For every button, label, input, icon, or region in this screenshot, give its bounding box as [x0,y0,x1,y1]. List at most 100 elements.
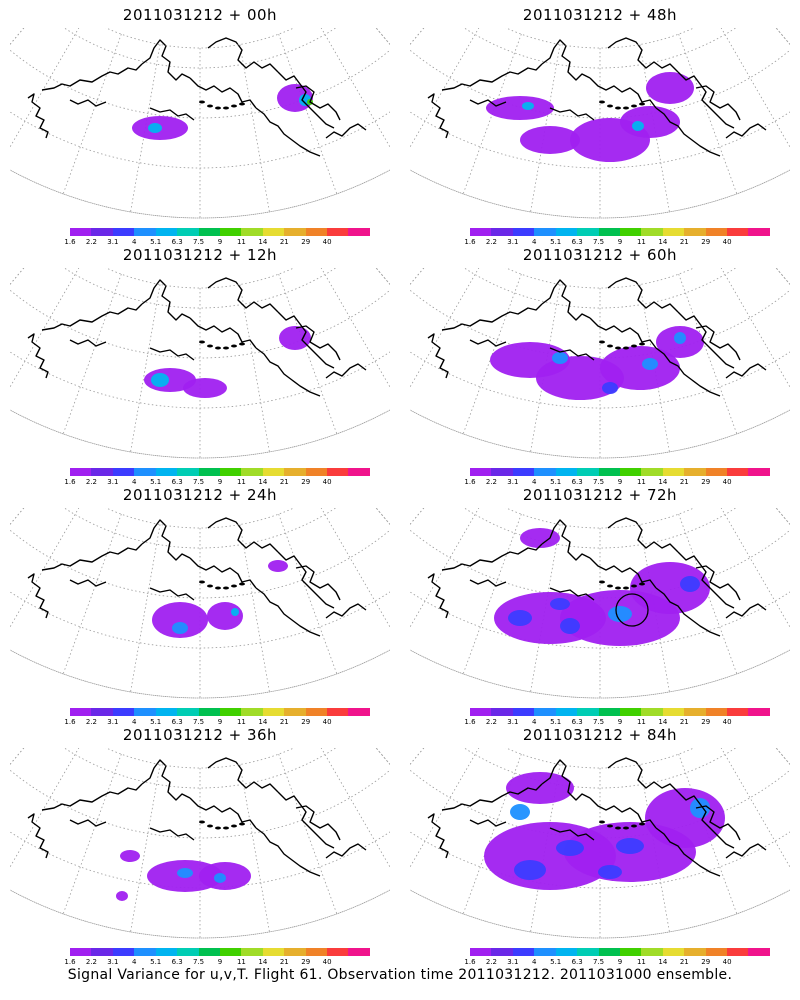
coastline [607,517,679,553]
colorbar [70,948,370,956]
colorbar-swatch [577,948,599,956]
coastline [541,519,591,561]
colorbar-tick-label: 4 [532,958,537,966]
variance-field [116,850,251,901]
coastline [69,339,107,347]
island [639,822,645,826]
island [631,344,637,348]
colorbar-tick-label: 21 [679,238,689,246]
colorbar-swatch [470,468,492,476]
colorbar-swatch [91,228,113,236]
variance-region [183,378,227,398]
variance-field [484,772,725,890]
variance-region [506,772,574,804]
coastline [655,347,721,397]
colorbar-tick-label: 4 [132,238,137,246]
latitude-line [410,649,790,699]
colorbar-tick-label: 1.6 [464,958,476,966]
colorbar-swatch [684,228,706,236]
meridian-line [278,273,338,435]
colorbar-swatch [512,708,535,716]
coastline [607,757,679,793]
island [607,344,613,348]
coastlines [427,37,767,157]
colorbar-tick-label: 3.1 [507,718,519,726]
variance-region [520,126,580,154]
colorbar-tick-label: 21 [279,718,289,726]
meridian-line [10,748,25,766]
colorbar-tick-label: 40 [722,958,732,966]
colorbar-swatch [684,708,706,716]
island [215,826,221,830]
island [215,346,221,350]
colorbar-tick-label: 29 [301,478,311,486]
island [607,104,613,108]
coastline [277,551,335,609]
coastline [427,813,449,859]
colorbar-tick-label: 7.5 [192,718,205,726]
island [599,820,605,824]
island [231,104,237,108]
colorbar-swatch [470,948,492,956]
island [623,586,629,590]
graticule [10,28,390,219]
meridian-line [10,268,80,388]
meridian-line [410,28,425,46]
colorbar-tick-label: 9 [617,478,623,486]
panel-title: 2011031212 + 60h [522,246,678,264]
coastline [695,805,741,841]
variance-map [10,28,390,219]
forecast-panel-48h: 2011031212 + 48h 1.6 2.2 3.1 4 5.1 6.3 7.5 9 11 1… [410,6,790,246]
colorbar-tick-label: 5.1 [150,718,162,726]
variance-region [616,838,644,854]
colorbar-tick-label: 3.1 [107,958,119,966]
meridian-line [678,33,738,195]
colorbar-swatch [305,228,328,236]
coastline [695,565,741,601]
colorbar-swatch [262,948,285,956]
colorbar-labels: 1.6 2.2 3.1 4 5.1 6.3 7.5 9 11 14 21 29 40 [64,958,376,968]
colorbar-swatch [262,708,285,716]
forecast-panel-60h: 2011031212 + 60h 1.6 2.2 3.1 4 5.1 6.3 7.5 9 11 1… [410,246,790,486]
meridian-line [375,508,390,526]
colorbar-tick-label: 5.1 [550,478,562,486]
colorbar-swatch [555,708,578,716]
colorbar-swatch [512,228,535,236]
forecast-panel-24h: 2011031212 + 24h 1.6 2.2 3.1 4 5.1 6.3 7.5 9 11 1… [10,486,390,726]
colorbar-tick-label: 4 [532,238,537,246]
colorbar-tick-label: 3.1 [507,958,519,966]
colorbar-tick-label: 1.6 [464,718,476,726]
colorbar-labels: 1.6 2.2 3.1 4 5.1 6.3 7.5 9 11 14 21 29 40 [464,478,776,488]
colorbar-swatch [70,468,92,476]
colorbar-swatch [134,228,156,236]
variance-map [410,28,790,219]
colorbar-swatch [662,708,685,716]
coastline [695,325,741,361]
variance-region [602,382,618,394]
colorbar-swatch [662,228,685,236]
variance-region [680,576,700,592]
colorbar-swatch [705,468,728,476]
colorbar-swatch [748,468,770,476]
colorbar-tick-label: 7.5 [192,478,205,486]
coastline [469,99,507,107]
variance-map [410,748,790,939]
variance-region [630,562,710,614]
coastline [725,603,767,619]
coastline [295,805,341,841]
colorbar-swatch [491,228,513,236]
meridian-line [278,753,338,915]
variance-region [151,373,169,387]
colorbar-swatch [598,468,620,476]
coastlines [27,517,367,637]
coastlines [427,517,767,637]
variance-region [598,865,622,879]
colorbar-tick-label: 40 [722,238,732,246]
colorbar-tick-label: 11 [236,958,246,966]
colorbar-swatch [534,228,556,236]
coastlines [27,757,367,877]
colorbar-swatch [155,708,178,716]
figure-caption: Signal Variance for u,v,T. Flight 61. Ob… [67,967,733,983]
coastline [677,791,735,849]
meridian-line [62,753,122,915]
